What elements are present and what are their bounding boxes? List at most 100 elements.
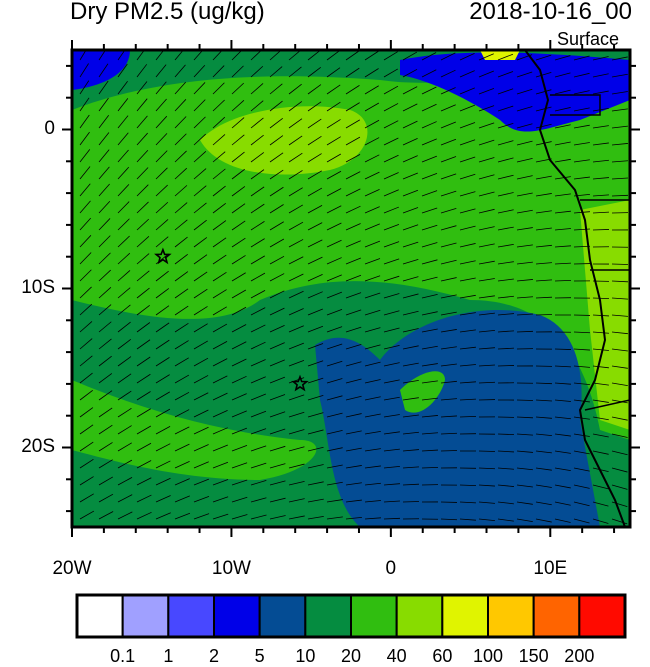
wind-barb <box>231 306 247 316</box>
wind-barb <box>345 274 362 282</box>
colorbar-swatch <box>167 594 215 638</box>
wind-barb <box>554 518 571 523</box>
wind-barb <box>592 518 609 524</box>
wind-barb <box>364 85 379 95</box>
wind-barb <box>98 166 110 180</box>
wind-barb <box>231 255 246 265</box>
wind-barb <box>364 119 380 129</box>
wind-barb <box>364 275 381 282</box>
wind-barb <box>269 66 283 78</box>
wind-barb <box>269 117 283 129</box>
wind-barb <box>212 340 228 350</box>
wind-barb <box>383 68 399 78</box>
wind-barb <box>307 274 323 282</box>
wind-barb <box>478 105 495 112</box>
wind-barb <box>611 331 628 335</box>
wind-barb <box>288 377 305 384</box>
wind-barb <box>440 69 456 78</box>
wind-barb <box>364 361 381 367</box>
wind-barb <box>212 151 226 163</box>
wind-barb <box>459 364 476 367</box>
wind-barb <box>326 447 343 452</box>
wind-barb <box>155 150 168 163</box>
wind-barb <box>611 467 628 473</box>
wind-barb <box>516 518 533 523</box>
wind-barb <box>478 243 495 248</box>
wind-barb <box>497 105 514 112</box>
wind-barb <box>136 373 151 384</box>
wind-barb <box>174 409 190 418</box>
wind-barb <box>288 118 303 129</box>
wind-barb <box>383 500 400 503</box>
wind-barb <box>383 414 400 418</box>
wind-barb <box>193 237 208 248</box>
wind-barb <box>440 259 457 265</box>
wind-barb <box>307 101 322 112</box>
wind-barb <box>212 289 227 299</box>
wind-barb <box>231 100 245 112</box>
wind-barb <box>174 512 191 520</box>
wind-barb <box>383 223 400 231</box>
wind-barb <box>98 373 113 384</box>
wind-barb <box>497 53 514 61</box>
wind-barb <box>554 348 572 350</box>
wind-barb <box>79 321 93 333</box>
wind-barb <box>231 410 247 418</box>
wind-barb <box>155 288 170 299</box>
wind-barb <box>345 119 360 129</box>
wind-barb <box>478 70 495 78</box>
wind-barb <box>231 220 246 231</box>
wind-barb <box>478 278 495 282</box>
wind-barb <box>364 137 380 146</box>
wind-barb <box>364 430 381 435</box>
wind-barb <box>326 222 342 231</box>
wind-barb <box>440 87 456 95</box>
wind-barb <box>478 381 496 384</box>
wind-barb <box>459 104 476 112</box>
wind-barb <box>364 517 381 520</box>
wind-barb <box>98 115 110 129</box>
wind-barb <box>459 52 475 61</box>
wind-barb <box>611 348 628 352</box>
wind-barb <box>345 188 361 197</box>
wind-barb <box>440 346 457 350</box>
wind-barb <box>326 239 342 248</box>
colorbar-swatch <box>532 594 581 638</box>
wind-barb <box>193 375 209 384</box>
wind-barb <box>516 192 533 197</box>
wind-barb <box>231 375 247 384</box>
wind-barb <box>117 98 129 112</box>
wind-barb <box>326 188 342 197</box>
wind-barb <box>421 415 438 418</box>
wind-barb <box>288 239 304 248</box>
wind-barb <box>573 107 590 112</box>
wind-barb <box>231 272 246 282</box>
wind-barb <box>554 399 571 402</box>
colorbar-swatch <box>350 594 398 638</box>
wind-barb <box>516 244 533 248</box>
wind-barb <box>345 67 360 78</box>
wind-barb <box>554 416 571 420</box>
wind-barb <box>611 450 628 456</box>
wind-barb <box>212 410 228 418</box>
wind-barb <box>478 364 495 367</box>
x-tick-label: 20W <box>52 558 92 579</box>
wind-barb <box>212 99 225 112</box>
wind-barb <box>345 136 361 146</box>
colorbar-label: 2 <box>208 646 220 666</box>
wind-barb <box>402 207 419 214</box>
wind-barb <box>535 399 552 402</box>
wind-barb <box>288 101 303 112</box>
wind-barb <box>326 430 343 435</box>
wind-barb <box>212 496 229 503</box>
wind-barb <box>383 362 400 367</box>
wind-barb <box>250 307 266 316</box>
wind-barb <box>326 205 342 214</box>
wind-barb <box>459 70 475 78</box>
wind-barb <box>250 290 266 299</box>
wind-barb <box>402 155 418 163</box>
wind-barb <box>136 81 148 95</box>
wind-barb <box>364 102 380 112</box>
wind-barb <box>402 345 419 350</box>
wind-barb <box>573 72 590 78</box>
